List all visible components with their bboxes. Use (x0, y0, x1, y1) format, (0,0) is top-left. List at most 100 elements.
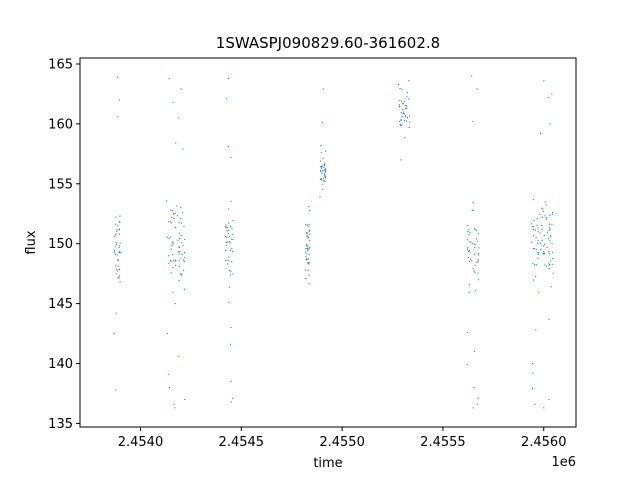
data-point (166, 200, 168, 202)
data-point (118, 233, 121, 235)
data-point (535, 236, 537, 239)
data-point (308, 247, 310, 249)
data-point (544, 264, 546, 266)
data-point (309, 209, 311, 212)
data-point (174, 212, 176, 214)
data-point (469, 231, 471, 233)
data-point (179, 250, 181, 253)
data-point (400, 125, 402, 127)
data-point (532, 279, 535, 281)
data-point (115, 264, 117, 266)
data-point (548, 253, 551, 255)
data-point (468, 250, 470, 252)
data-point (476, 240, 478, 242)
data-point (119, 281, 121, 283)
data-point (116, 254, 118, 256)
data-point (467, 239, 469, 241)
data-point (171, 244, 173, 246)
data-point (541, 207, 543, 209)
data-point (477, 259, 479, 261)
data-point (324, 171, 326, 173)
data-point (320, 166, 322, 168)
data-point (231, 233, 233, 236)
data-point (168, 373, 170, 375)
data-point (178, 260, 180, 262)
data-point (543, 234, 545, 237)
x-tick-label: 2.4545 (219, 435, 265, 450)
data-point (168, 255, 170, 257)
data-point (471, 260, 473, 262)
data-point (540, 224, 543, 227)
data-point (543, 250, 545, 253)
data-point (545, 265, 548, 267)
data-point (226, 98, 228, 100)
data-point (182, 244, 184, 246)
data-point (324, 176, 326, 178)
data-point (115, 312, 117, 314)
data-point (178, 279, 180, 282)
data-point (117, 259, 119, 261)
data-point (180, 206, 182, 208)
data-point (226, 226, 228, 228)
data-point (531, 241, 533, 243)
data-point (536, 217, 538, 220)
data-point (225, 242, 228, 244)
data-point (308, 248, 310, 250)
data-point (308, 274, 310, 276)
data-point (115, 216, 117, 218)
data-point (534, 264, 536, 266)
data-point (399, 105, 401, 107)
data-point (177, 239, 179, 241)
data-point (115, 268, 118, 270)
data-point (402, 113, 404, 115)
data-point (178, 237, 180, 239)
data-point (477, 272, 479, 274)
data-point (532, 247, 534, 250)
data-point (305, 277, 307, 280)
data-point (119, 242, 121, 244)
data-point (473, 270, 475, 272)
data-point (542, 208, 544, 210)
data-point (173, 217, 175, 220)
data-point (320, 170, 322, 173)
data-point (224, 235, 227, 238)
data-point (399, 124, 401, 126)
data-point (308, 233, 311, 235)
y-tick-label: 140 (48, 357, 73, 372)
data-point (404, 119, 406, 121)
data-point (116, 230, 118, 232)
data-point (178, 232, 181, 234)
data-point (306, 262, 308, 264)
data-point (404, 115, 407, 117)
data-point (406, 96, 408, 98)
x-tick-label: 2.4555 (420, 435, 466, 450)
data-point (307, 269, 309, 271)
data-point (551, 93, 553, 95)
data-point (172, 266, 174, 269)
data-point (182, 211, 184, 213)
data-point (306, 244, 308, 246)
data-point (117, 265, 119, 267)
data-point (114, 253, 117, 255)
data-point (323, 175, 325, 177)
data-point (116, 229, 118, 231)
data-point (468, 284, 470, 286)
data-point (409, 115, 411, 117)
data-point (543, 407, 545, 409)
data-point (305, 223, 307, 226)
data-point (474, 290, 477, 292)
data-point (548, 223, 551, 225)
data-point (119, 221, 121, 223)
data-point (474, 253, 476, 255)
data-point (472, 268, 474, 270)
data-point (398, 104, 400, 106)
data-point (180, 257, 182, 259)
data-point (231, 248, 233, 250)
data-point (473, 243, 475, 245)
data-point (184, 256, 186, 259)
data-point (477, 252, 479, 255)
data-point (321, 172, 323, 174)
data-point (549, 234, 552, 236)
data-point (320, 169, 322, 171)
data-point (227, 222, 230, 224)
